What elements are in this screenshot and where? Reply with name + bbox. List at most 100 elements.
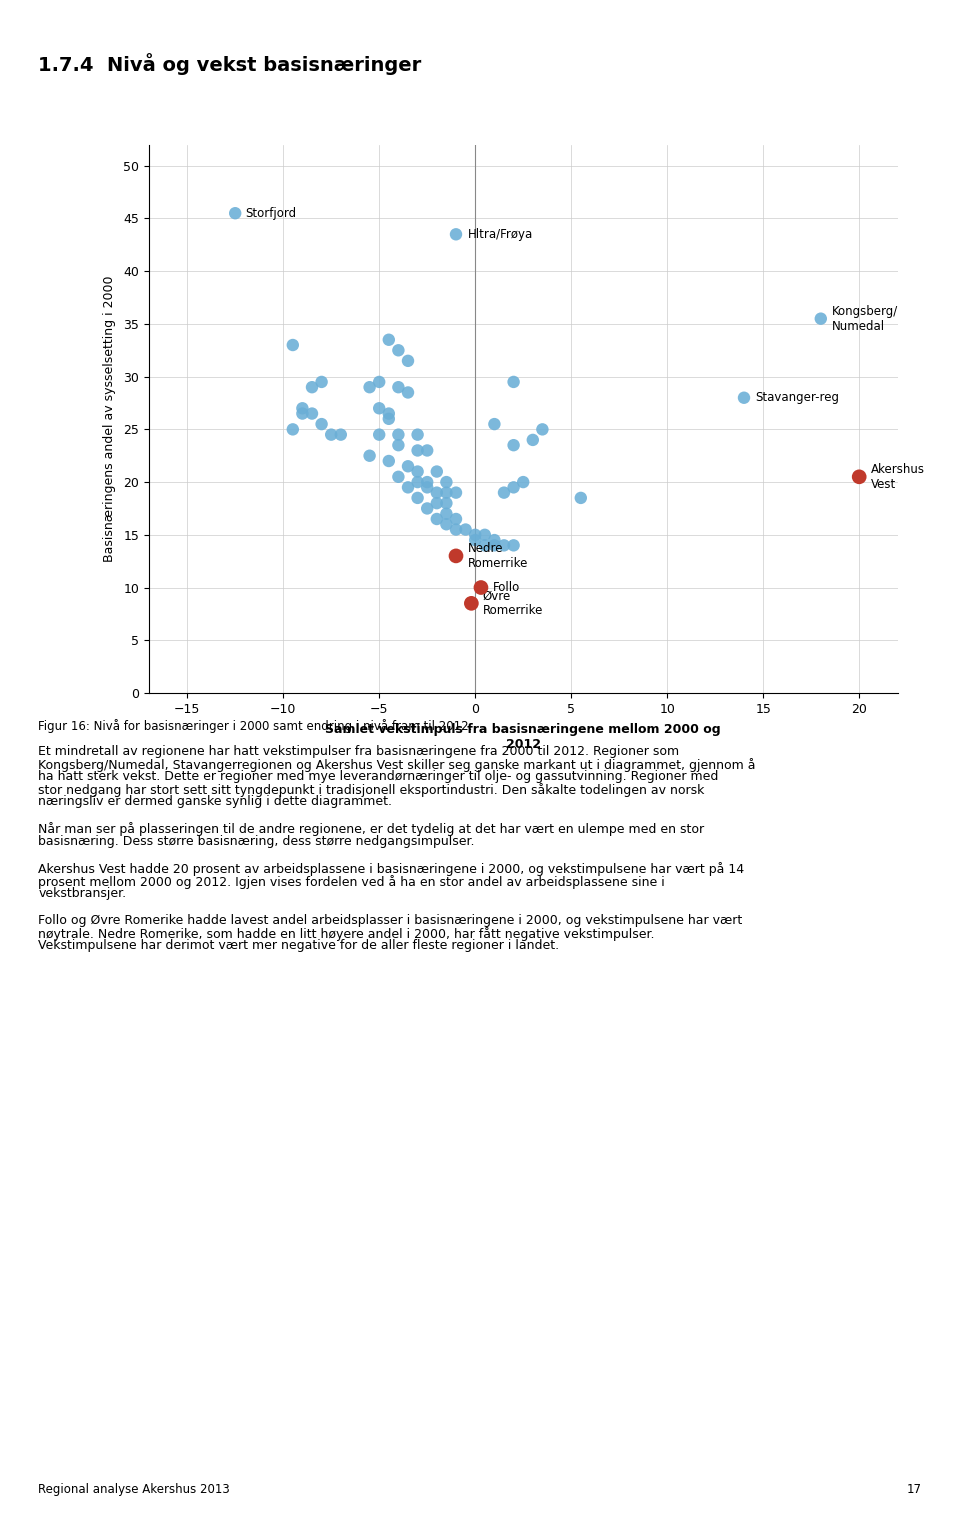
Point [506,533,521,557]
Point [400,475,416,500]
Point [362,375,377,399]
Point [410,460,425,484]
Point [473,576,489,600]
Text: nøytrale. Nedre Romerike, som hadde en litt høyere andel i 2000, har fått negati: nøytrale. Nedre Romerike, som hadde en l… [38,928,655,941]
Point [448,507,464,532]
Point [285,417,300,442]
Point [429,460,444,484]
Point [464,591,479,615]
Text: næringsliv er dermed ganske synlig i dette diagrammet.: næringsliv er dermed ganske synlig i det… [38,795,393,809]
Point [439,512,454,536]
Point [362,443,377,468]
Point [477,533,492,557]
Point [410,422,425,446]
Point [439,490,454,515]
Point [458,518,473,542]
Text: ha hatt sterk vekst. Dette er regioner med mye leverandørnæringer til olje- og g: ha hatt sterk vekst. Dette er regioner m… [38,771,719,783]
Point [448,480,464,504]
Point [285,334,300,358]
Point [400,454,416,478]
Point [391,433,406,457]
Y-axis label: Basisnæringens andel av sysselsetting i 2000: Basisnæringens andel av sysselsetting i … [103,276,116,562]
Point [496,533,512,557]
Point [295,402,310,426]
Point [468,522,483,547]
Point [477,522,492,547]
Text: Vekstimpulsene har derimot vært mer negative for de aller fleste regioner i land: Vekstimpulsene har derimot vært mer nega… [38,940,560,952]
Point [391,375,406,399]
Point [535,417,550,442]
Text: 1.7.4  Nivå og vekst basisnæringer: 1.7.4 Nivå og vekst basisnæringer [38,53,421,75]
Point [420,496,435,521]
Text: stor nedgang har stort sett sitt tyngdepunkt i tradisjonell eksportindustri. Den: stor nedgang har stort sett sitt tyngdep… [38,783,705,797]
Point [506,370,521,394]
Text: Follo: Follo [492,582,519,594]
Point [391,338,406,362]
Point [420,471,435,495]
Point [813,306,828,330]
Text: vekstbransjer.: vekstbransjer. [38,886,127,900]
Point [381,327,396,352]
Point [448,518,464,542]
Point [420,475,435,500]
Point [439,480,454,504]
Point [400,349,416,373]
Point [381,449,396,474]
Point [314,411,329,436]
Point [391,422,406,446]
Point [381,402,396,426]
Text: Nedre
Romerrike: Nedre Romerrike [468,542,528,570]
Point [496,480,512,504]
X-axis label: Samlet vekstimpuls fra basisnæringene mellom 2000 og
2012: Samlet vekstimpuls fra basisnæringene me… [325,722,721,751]
Text: Kongsberg/
Numedal: Kongsberg/ Numedal [832,305,899,332]
Text: Follo og Øvre Romerike hadde lavest andel arbeidsplasser i basisnæringene i 2000: Follo og Øvre Romerike hadde lavest ande… [38,914,743,928]
Point [487,533,502,557]
Point [304,375,320,399]
Point [525,428,540,452]
Point [400,381,416,405]
Text: Akershus Vest hadde 20 prosent av arbeidsplassene i basisnæringene i 2000, og ve: Akershus Vest hadde 20 prosent av arbeid… [38,862,745,876]
Text: Figur 16: Nivå for basisnæringer i 2000 samt endring i nivå fram til 2012.: Figur 16: Nivå for basisnæringer i 2000 … [38,719,472,733]
Text: Øvre
Romerrike: Øvre Romerrike [483,589,543,617]
Point [852,465,867,489]
Point [448,544,464,568]
Point [429,480,444,504]
Point [516,471,531,495]
Point [324,422,339,446]
Point [304,402,320,426]
Point [429,507,444,532]
Text: Stavanger-reg: Stavanger-reg [756,391,839,404]
Text: Regional analyse Akershus 2013: Regional analyse Akershus 2013 [38,1482,230,1496]
Point [487,411,502,436]
Point [410,439,425,463]
Point [468,528,483,553]
Point [372,422,387,446]
Point [410,471,425,495]
Point [372,396,387,420]
Text: Et mindretall av regionene har hatt vekstimpulser fra basisnæringene fra 2000 ti: Et mindretall av regionene har hatt veks… [38,745,680,758]
Point [506,433,521,457]
Point [573,486,588,510]
Point [439,501,454,525]
Point [228,201,243,225]
Text: basisnæring. Dess større basisnæring, dess større nedgangsimpulser.: basisnæring. Dess større basisnæring, de… [38,835,475,848]
Point [314,370,329,394]
Point [439,471,454,495]
Point [506,475,521,500]
Point [333,422,348,446]
Point [487,528,502,553]
Text: 17: 17 [906,1482,922,1496]
Point [410,486,425,510]
Text: Hltra/Frøya: Hltra/Frøya [468,228,533,241]
Text: prosent mellom 2000 og 2012. Igjen vises fordelen ved å ha en stor andel av arbe: prosent mellom 2000 og 2012. Igjen vises… [38,874,665,888]
Point [381,407,396,431]
Text: Akershus
Vest: Akershus Vest [871,463,924,490]
Point [372,370,387,394]
Point [420,439,435,463]
Text: Kongsberg/Numedal, Stavangerregionen og Akershus Vest skiller seg ganske markant: Kongsberg/Numedal, Stavangerregionen og … [38,758,756,772]
Text: Når man ser på plasseringen til de andre regionene, er det tydelig at det har væ: Når man ser på plasseringen til de andre… [38,822,705,836]
Point [391,465,406,489]
Point [429,490,444,515]
Text: Storfjord: Storfjord [245,207,296,219]
Point [736,385,752,410]
